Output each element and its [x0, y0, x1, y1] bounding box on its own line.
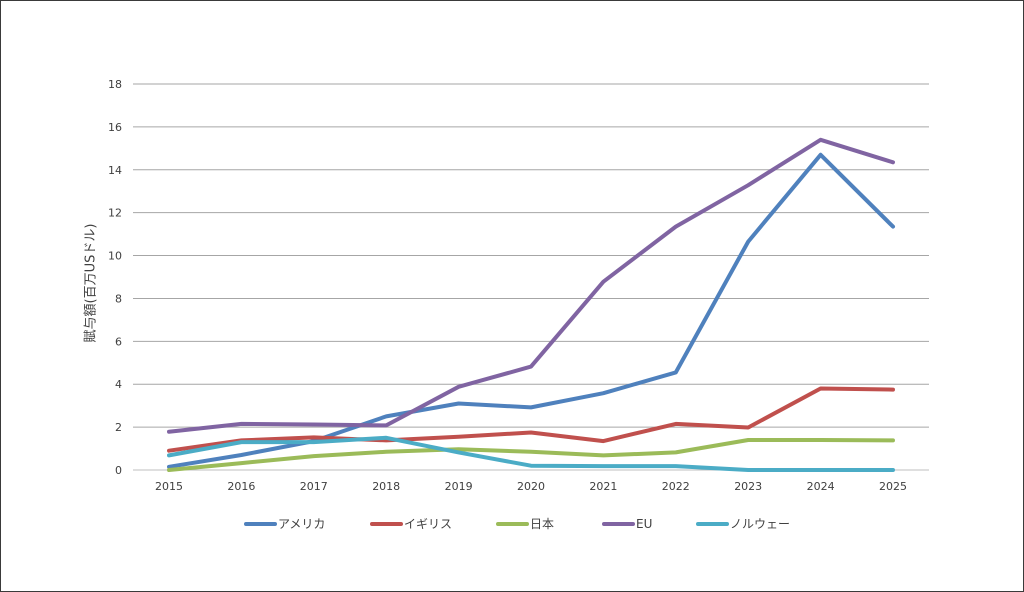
y-tick-label: 14 — [108, 164, 122, 177]
legend: アメリカ イギリス 日本 EU ノルウェー — [244, 517, 790, 531]
series-lines — [167, 137, 895, 472]
y-tick-label: 2 — [115, 421, 122, 434]
x-tick-label: 2018 — [372, 480, 400, 493]
series-line — [167, 435, 895, 472]
legend-label: 日本 — [530, 517, 554, 531]
axes: 0 2 4 6 8 10 12 14 16 18 2015 2016 2017 2018 2019 2020 2… — [108, 78, 907, 493]
y-tick-label: 8 — [115, 292, 122, 305]
x-tick-label: 2022 — [662, 480, 690, 493]
x-tick-label: 2016 — [227, 480, 255, 493]
series-line — [167, 438, 895, 472]
y-axis-label: 賦与額(百万USドル) — [84, 224, 99, 343]
x-tick-label: 2025 — [879, 480, 907, 493]
y-tick-label: 4 — [115, 378, 122, 391]
gridlines — [133, 83, 929, 471]
y-tick-label: 0 — [115, 464, 122, 477]
series-line — [167, 386, 895, 453]
legend-label: ノルウェー — [730, 517, 790, 531]
series-line — [167, 137, 895, 434]
legend-label: アメリカ — [278, 517, 325, 531]
y-tick-label: 16 — [108, 121, 122, 134]
y-tick-label: 6 — [115, 335, 122, 348]
x-tick-label: 2019 — [445, 480, 473, 493]
legend-label: EU — [636, 517, 652, 531]
y-tick-label: 10 — [108, 250, 122, 263]
x-tick-label: 2021 — [589, 480, 617, 493]
legend-label: イギリス — [404, 517, 452, 531]
x-tick-label: 2015 — [155, 480, 183, 493]
y-tick-label: 12 — [108, 207, 122, 220]
y-tick-label: 18 — [108, 78, 122, 91]
series-line — [167, 152, 895, 469]
x-tick-label: 2020 — [517, 480, 545, 493]
x-tick-label: 2017 — [300, 480, 328, 493]
x-tick-label: 2024 — [807, 480, 835, 493]
x-tick-label: 2023 — [734, 480, 762, 493]
